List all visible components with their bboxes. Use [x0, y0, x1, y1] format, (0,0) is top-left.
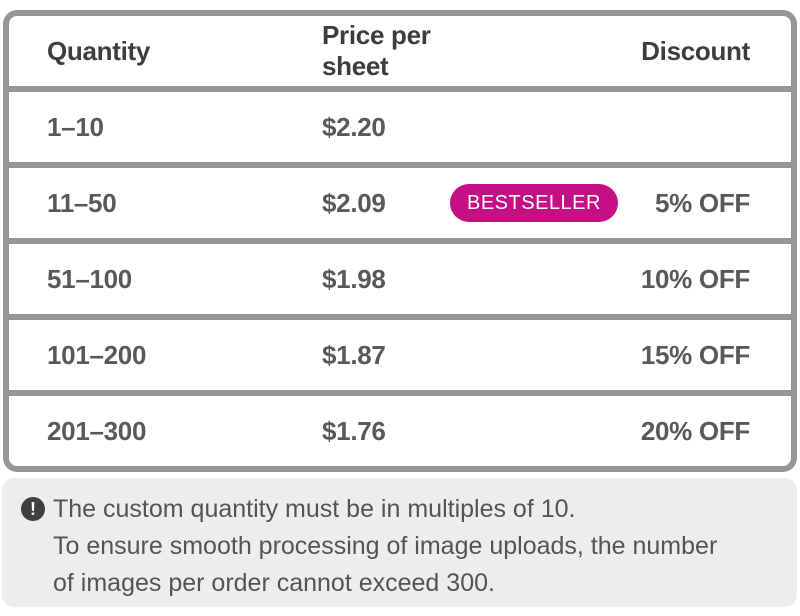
note-line: To ensure smooth processing of image upl… — [53, 532, 718, 560]
table-row: 1–10 $2.20 — [9, 92, 791, 162]
note-line: The custom quantity must be in multiples… — [53, 495, 576, 523]
quantity-cell: 201–300 — [47, 415, 147, 446]
price-cell: $1.98 — [322, 263, 386, 294]
header-discount: Discount — [641, 35, 750, 66]
discount-cell: 10% OFF — [640, 263, 750, 294]
price-cell: $2.20 — [322, 111, 386, 142]
discount-cell: 20% OFF — [640, 415, 750, 446]
quantity-cell: 11–50 — [47, 187, 117, 218]
discount-cell: 15% OFF — [640, 339, 750, 370]
pricing-table: Quantity Price per sheet Discount 1–10 $… — [3, 10, 797, 472]
table-row: 101–200 $1.87 15% OFF — [9, 320, 791, 390]
quantity-cell: 51–100 — [47, 263, 132, 294]
discount-cell: 5% OFF — [655, 187, 750, 218]
note-box: ! The custom quantity must be in multipl… — [2, 478, 797, 607]
table-row: 11–50 $2.09 BESTSELLER 5% OFF — [9, 168, 791, 238]
quantity-cell: 1–10 — [47, 111, 104, 142]
badge-slot: BESTSELLER — [450, 184, 618, 222]
table-header-row: Quantity Price per sheet Discount — [9, 16, 791, 86]
exclamation-circle-icon: ! — [21, 497, 45, 521]
quantity-cell: 101–200 — [47, 339, 147, 370]
bestseller-badge: BESTSELLER — [450, 184, 618, 222]
header-quantity: Quantity — [47, 35, 151, 66]
header-price: Price per sheet — [322, 20, 431, 81]
price-cell: $2.09 — [322, 187, 386, 218]
note-line: of images per order cannot exceed 300. — [53, 569, 495, 597]
price-cell: $1.76 — [322, 415, 386, 446]
note-text: The custom quantity must be in multiples… — [53, 491, 717, 602]
table-row: 201–300 $1.76 20% OFF — [9, 396, 791, 466]
table-row: 51–100 $1.98 10% OFF — [9, 244, 791, 314]
price-cell: $1.87 — [322, 339, 386, 370]
